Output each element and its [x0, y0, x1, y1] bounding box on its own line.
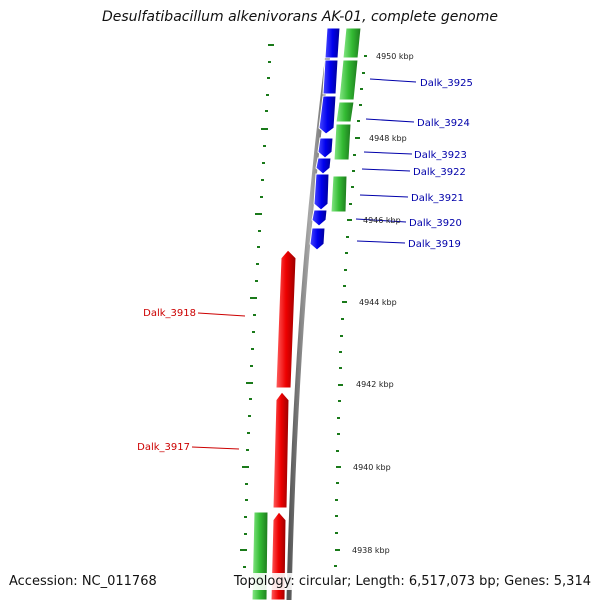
scale-label-4942: 4942 kbp [356, 380, 394, 389]
gene-label-dalk-3918[interactable]: Dalk_3918 [143, 308, 196, 319]
scale-label-4940: 4940 kbp [353, 463, 391, 472]
gene-label-dalk-3917[interactable]: Dalk_3917 [137, 442, 190, 453]
scale-label-4938: 4938 kbp [352, 546, 390, 555]
forward-cds-arrows [309, 27, 341, 251]
gene-label-dalk-3922[interactable]: Dalk_3922 [413, 167, 466, 178]
leader-lines-forward [355, 78, 417, 244]
gene-features-upper [330, 27, 362, 213]
gene-label-dalk-3921[interactable]: Dalk_3921 [411, 193, 464, 204]
map-title: Desulfatibacillum alkenivorans AK-01, co… [101, 9, 499, 25]
gene-label-dalk-3924[interactable]: Dalk_3924 [417, 118, 470, 129]
gene-label-dalk-3923[interactable]: Dalk_3923 [414, 150, 467, 161]
accession-text: Accession: NC_011768 [7, 573, 159, 590]
outer-ticks [334, 55, 367, 584]
gene-label-dalk-3919[interactable]: Dalk_3919 [408, 239, 461, 250]
genome-summary-text: Topology: circular; Length: 6,517,073 bp… [231, 573, 593, 590]
leader-lines-reverse [191, 312, 246, 450]
scale-label-4944: 4944 kbp [359, 298, 397, 307]
inner-ticks [240, 44, 274, 585]
scale-label-4950: 4950 kbp [376, 52, 414, 61]
gene-label-dalk-3925[interactable]: Dalk_3925 [420, 78, 473, 89]
scale-label-4946: 4946 kbp [363, 216, 401, 225]
gene-label-dalk-3920[interactable]: Dalk_3920 [409, 218, 462, 229]
scale-label-4948: 4948 kbp [369, 134, 407, 143]
